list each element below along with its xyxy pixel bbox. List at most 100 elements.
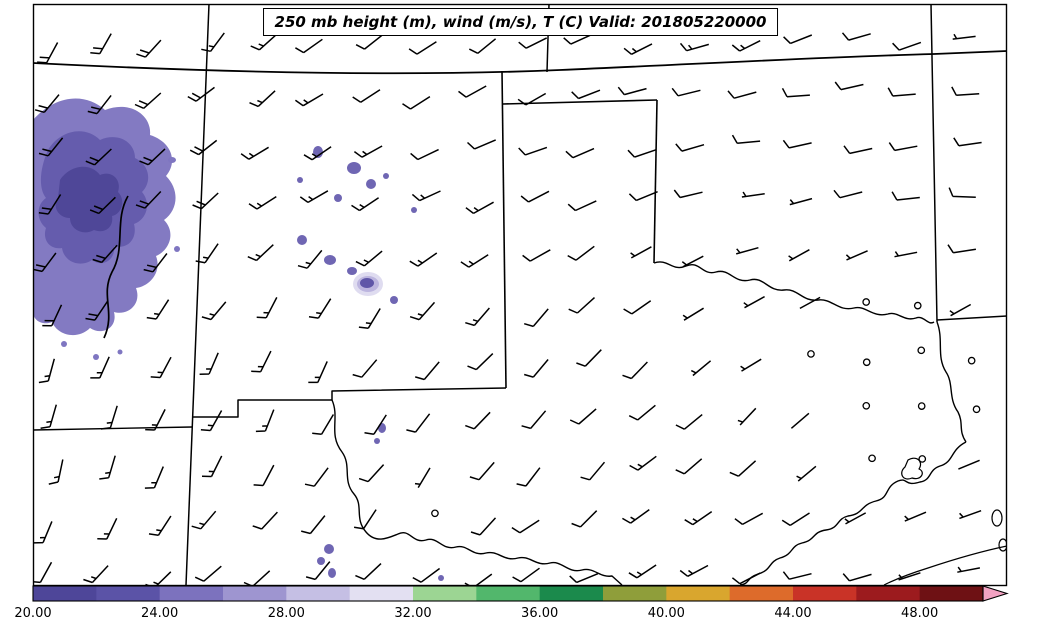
wind-barb <box>568 297 596 314</box>
colorbar-segment <box>856 586 921 601</box>
wind-barb <box>99 455 116 480</box>
wind-barb <box>783 34 813 45</box>
wind-barb <box>567 245 595 261</box>
wind-barb <box>466 139 496 150</box>
wind-barb <box>684 510 713 526</box>
wind-barb <box>145 409 166 431</box>
wind-barb <box>630 246 652 259</box>
wind-barb <box>628 404 656 421</box>
shaded-region <box>313 146 323 158</box>
wind-barb <box>85 148 112 166</box>
colorbar-tick-label: 36.00 <box>521 606 558 621</box>
wind-barb <box>567 200 597 212</box>
wind-barb <box>681 255 704 268</box>
wind-barb <box>143 253 168 273</box>
wind-barb <box>892 41 922 51</box>
wind-barb <box>679 42 710 52</box>
wind-barb <box>957 566 981 573</box>
wind-barb <box>97 517 118 540</box>
wind-barb <box>194 565 222 582</box>
wind-barb <box>409 252 438 267</box>
wind-barb <box>200 410 223 432</box>
colorbar-segment <box>729 586 794 601</box>
wind-barb <box>409 301 436 321</box>
wind-barb <box>42 304 63 327</box>
wind-barb <box>781 87 810 98</box>
wind-barb <box>617 86 647 96</box>
wind-barb <box>518 146 548 156</box>
wind-barb <box>952 33 976 40</box>
wind-barb <box>146 299 170 320</box>
state-boundary-barrier-island <box>883 545 1007 585</box>
shaded-region <box>347 267 357 275</box>
calm-wind-circle <box>967 356 976 365</box>
wind-barb <box>781 512 810 527</box>
wind-barb <box>731 40 761 52</box>
shaded-region <box>360 278 374 288</box>
shaded-region <box>317 557 325 565</box>
wind-barb <box>297 249 323 269</box>
calm-wind-circle <box>431 509 439 518</box>
state-boundary-rio-grande <box>331 399 623 585</box>
state-boundary-nm-south-border-bootheel <box>193 387 507 418</box>
wind-barb <box>38 137 64 157</box>
calm-wind-circle <box>862 358 871 367</box>
colorbar-tick-label: 48.00 <box>901 606 938 621</box>
calm-wind-circle <box>862 401 871 410</box>
wind-barb <box>38 358 56 384</box>
wind-barb <box>464 573 493 585</box>
wind-barb <box>469 461 495 481</box>
wind-barb <box>741 191 765 198</box>
wind-barb <box>248 195 277 210</box>
wind-barb <box>301 515 326 535</box>
wind-barb <box>139 148 166 166</box>
wind-barb <box>953 137 982 147</box>
plot-title-box: 250 mb height (m), wind (m/s), T (C) Val… <box>262 8 779 36</box>
wind-barb <box>673 189 703 199</box>
state-boundary-ok-east-border <box>930 4 938 323</box>
wind-barb <box>460 254 489 268</box>
wind-barb <box>627 148 657 158</box>
wind-barb <box>351 197 380 212</box>
wind-barb <box>358 464 385 483</box>
state-boundary-meridian-109W <box>185 4 210 585</box>
wind-barb <box>622 508 650 524</box>
wind-barb <box>959 509 982 520</box>
wind-barb <box>148 515 172 537</box>
colorbar-tick-label: 32.00 <box>394 606 431 621</box>
state-boundary-us-mexico-az <box>33 426 193 431</box>
coastal-lake <box>998 538 1007 552</box>
calm-wind-circle <box>862 298 871 306</box>
wind-barb <box>33 521 53 544</box>
colorbar-segment <box>223 586 287 601</box>
wind-barb <box>737 407 757 426</box>
wind-barb <box>294 93 324 107</box>
state-boundary-parallel-37N <box>33 50 1007 75</box>
wind-barb <box>252 511 278 530</box>
shaded-region <box>174 246 180 252</box>
wind-barb <box>85 300 109 321</box>
wind-barb <box>402 95 431 110</box>
wind-barb <box>38 194 62 215</box>
calm-wind-circle <box>913 301 922 310</box>
height-contour <box>103 195 129 339</box>
wind-barb <box>136 39 162 58</box>
wind-barb <box>253 464 275 487</box>
wind-barb <box>89 196 116 215</box>
colorbar: 20.00 24.00 28.00 32.00 36.00 40.00 44.00 48.00 <box>14 585 1009 621</box>
wind-barb <box>516 467 541 487</box>
wind-barb <box>571 510 598 528</box>
wind-barb <box>675 458 703 475</box>
wind-barb <box>796 465 817 482</box>
state-boundaries-layer <box>33 4 1007 585</box>
wind-barb <box>898 572 921 581</box>
wind-barb <box>299 190 329 204</box>
shaded-region <box>324 255 336 265</box>
colorbar-segment <box>33 586 97 601</box>
wind-barb <box>628 191 658 202</box>
wind-barb <box>304 467 329 487</box>
wind-barb <box>201 301 227 321</box>
